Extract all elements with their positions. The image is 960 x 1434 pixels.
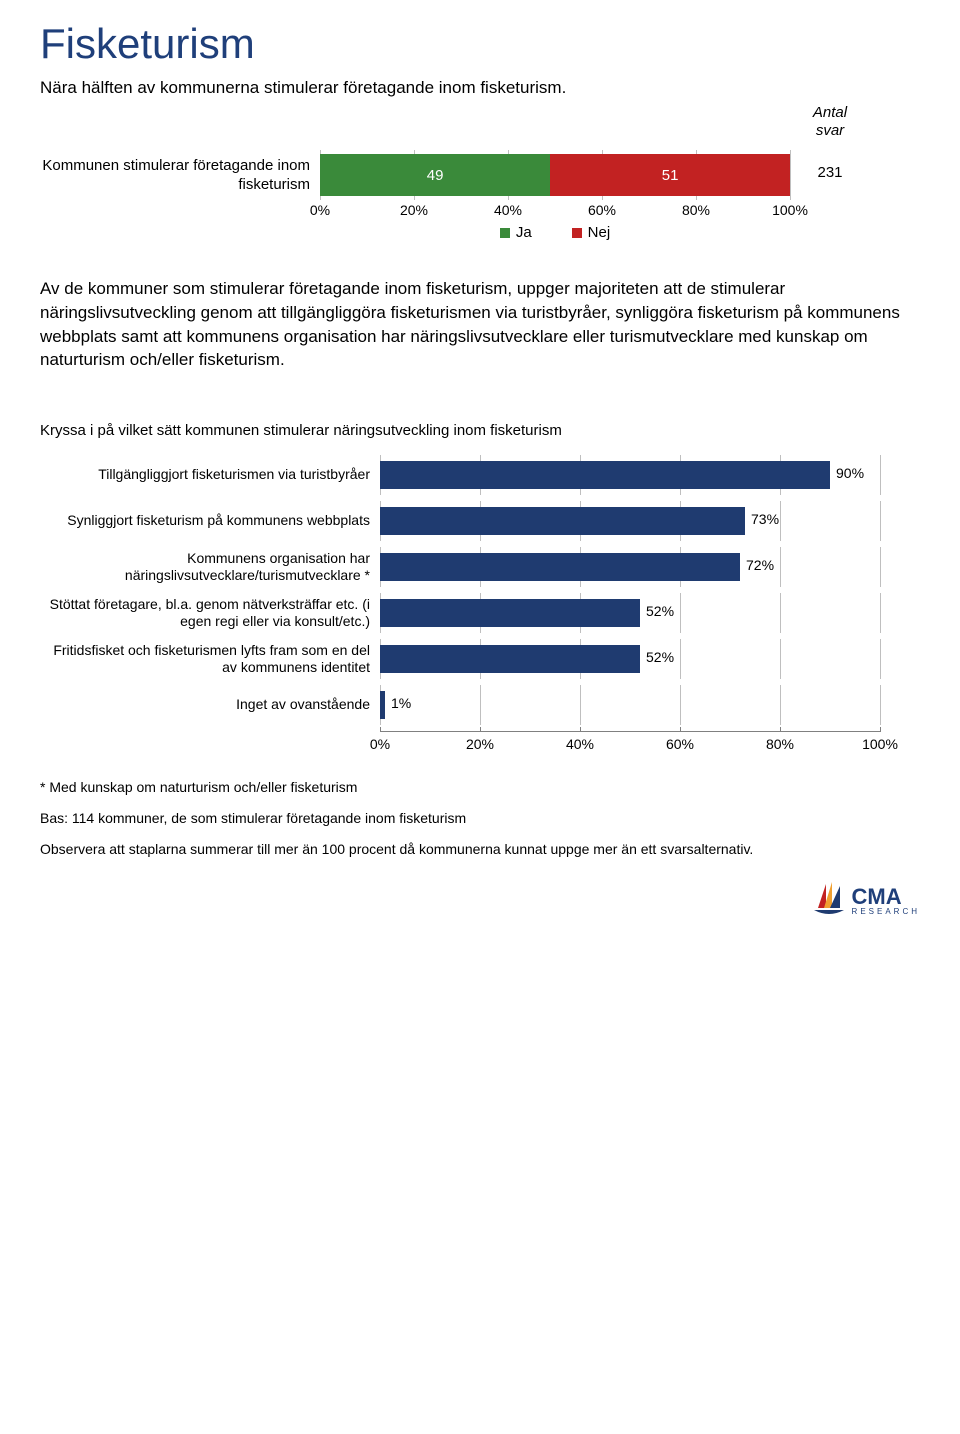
cma-logo: CMA RESEARCH <box>812 880 920 916</box>
chart2-ylabel: Synliggjort fisketurism på kommunens web… <box>40 512 380 530</box>
chart2-value-label: 73% <box>751 511 779 527</box>
chart1-xtick-label: 20% <box>400 202 428 218</box>
chart2-ylabel: Fritidsfisket och fisketurismen lyfts fr… <box>40 642 380 677</box>
chart1-xtick-label: 40% <box>494 202 522 218</box>
chart2-plot: 52% <box>380 639 880 679</box>
chart2-value-label: 52% <box>646 603 674 619</box>
chart2-plot: 72% <box>380 547 880 587</box>
chart2-plot: 52% <box>380 593 880 633</box>
chart2-ylabel: Tillgängliggjort fisketurismen via turis… <box>40 466 380 484</box>
chart2-value-label: 90% <box>836 465 864 481</box>
chart2-xtick-label: 100% <box>862 736 898 752</box>
chart1-xtick-label: 80% <box>682 202 710 218</box>
chart2-plot: 90% <box>380 455 880 495</box>
chart2-row: Synliggjort fisketurism på kommunens web… <box>40 501 920 541</box>
footnote-line: Bas: 114 kommuner, de som stimulerar för… <box>40 808 920 829</box>
chart2-bar <box>380 461 830 489</box>
chart2-row: Inget av ovanstående 1% <box>40 685 920 725</box>
sail-icon <box>812 880 846 916</box>
logo-text: CMA <box>852 887 920 907</box>
chart2-value-label: 52% <box>646 649 674 665</box>
chart2-gridline <box>680 593 681 633</box>
chart2-xtick-mark <box>680 727 681 732</box>
chart2-gridline <box>680 639 681 679</box>
chart2-gridline <box>880 501 881 541</box>
logo-subtext: RESEARCH <box>852 907 920 916</box>
chart2-xtick-mark <box>380 727 381 732</box>
chart1-xtick-label: 100% <box>772 202 808 218</box>
chart2-bar <box>380 645 640 673</box>
chart2-gridline <box>780 639 781 679</box>
chart2-row: Stöttat företagare, bl.a. genom nätverks… <box>40 593 920 633</box>
chart1-legend: Ja Nej <box>320 224 790 241</box>
chart1-xtick-label: 0% <box>310 202 330 218</box>
chart2-ylabel: Stöttat företagare, bl.a. genom nätverks… <box>40 596 380 631</box>
chart1-xtick-label: 60% <box>588 202 616 218</box>
chart2-xtick-mark <box>480 727 481 732</box>
chart2-xtick-label: 40% <box>566 736 594 752</box>
chart1-xaxis: 0%20%40%60%80%100% <box>320 200 790 220</box>
legend-label: Ja <box>516 224 532 241</box>
chart1-ylabel: Kommunen stimulerar företagande inom fis… <box>40 156 320 195</box>
chart2-xaxis: 0%20%40%60%80%100% <box>380 731 880 753</box>
chart1-antal-header: Antal svar <box>800 104 860 140</box>
chart2-xtick-mark <box>580 727 581 732</box>
chart2-gridline <box>880 455 881 495</box>
chart1-plot: Antal svar 231 4951 <box>320 150 790 200</box>
footnotes: * Med kunskap om naturturism och/eller f… <box>40 777 920 860</box>
chart2-bar <box>380 599 640 627</box>
chart2-title: Kryssa i på vilket sätt kommunen stimule… <box>40 422 920 439</box>
chart1-legend-item: Nej <box>572 224 611 241</box>
chart2-xtick-mark <box>880 727 881 732</box>
chart2-plot: 1% <box>380 685 880 725</box>
footnote-line: Observera att staplarna summerar till me… <box>40 839 920 860</box>
subtitle: Nära hälften av kommunerna stimulerar fö… <box>40 78 920 98</box>
chart1-antal-value: 231 <box>800 164 860 181</box>
chart2-xtick-label: 20% <box>466 736 494 752</box>
legend-label: Nej <box>588 224 611 241</box>
chart2-gridline <box>880 685 881 725</box>
chart1-segment: 51 <box>550 154 790 196</box>
chart2-value-label: 1% <box>391 695 411 711</box>
chart2-row: Fritidsfisket och fisketurismen lyfts fr… <box>40 639 920 679</box>
chart2-plot: 73% <box>380 501 880 541</box>
chart2-ylabel: Inget av ovanstående <box>40 696 380 714</box>
chart2-gridline <box>780 501 781 541</box>
chart2-gridline <box>880 639 881 679</box>
legend-swatch <box>572 228 582 238</box>
chart1-gridline <box>790 150 791 200</box>
chart2-xtick-label: 60% <box>666 736 694 752</box>
chart2-xtick-label: 80% <box>766 736 794 752</box>
chart2-gridline <box>480 685 481 725</box>
footnote-line: * Med kunskap om naturturism och/eller f… <box>40 777 920 798</box>
legend-swatch <box>500 228 510 238</box>
chart1-legend-item: Ja <box>500 224 532 241</box>
body-paragraph: Av de kommuner som stimulerar företagand… <box>40 277 920 372</box>
chart2-value-label: 72% <box>746 557 774 573</box>
chart2-gridline <box>780 685 781 725</box>
chart2-gridline <box>880 547 881 587</box>
chart2-gridline <box>680 685 681 725</box>
chart2-bar <box>380 691 385 719</box>
chart2-xtick-label: 0% <box>370 736 390 752</box>
chart2-bar <box>380 553 740 581</box>
chart2-gridline <box>880 593 881 633</box>
chart2-gridline <box>780 593 781 633</box>
chart2-gridline <box>780 547 781 587</box>
chart2-ylabel: Kommunens organisation har näringslivsut… <box>40 550 380 585</box>
chart1: Kommunen stimulerar företagande inom fis… <box>40 150 920 241</box>
page-title: Fisketurism <box>40 20 920 68</box>
chart2-row: Tillgängliggjort fisketurismen via turis… <box>40 455 920 495</box>
chart2-row: Kommunens organisation har näringslivsut… <box>40 547 920 587</box>
chart1-segment: 49 <box>320 154 550 196</box>
chart2: Tillgängliggjort fisketurismen via turis… <box>40 455 920 725</box>
chart2-bar <box>380 507 745 535</box>
chart2-xtick-mark <box>780 727 781 732</box>
chart2-gridline <box>580 685 581 725</box>
logo-wrap: CMA RESEARCH <box>40 880 920 916</box>
